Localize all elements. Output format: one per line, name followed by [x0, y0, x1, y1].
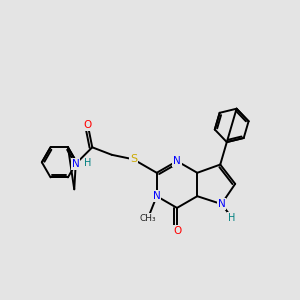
Text: N: N: [72, 159, 80, 169]
Text: S: S: [130, 154, 137, 164]
Text: CH₃: CH₃: [140, 214, 156, 223]
Text: O: O: [84, 120, 92, 130]
Text: O: O: [173, 226, 181, 236]
Text: H: H: [228, 213, 236, 223]
Text: N: N: [173, 156, 181, 166]
Text: N: N: [153, 191, 160, 201]
Text: H: H: [84, 158, 92, 168]
Text: N: N: [218, 199, 225, 209]
